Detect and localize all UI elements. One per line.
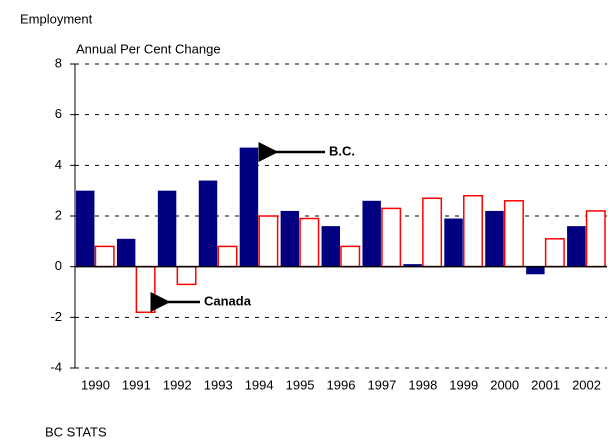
x-tick-label: 1992	[163, 377, 192, 392]
bar	[485, 210, 504, 267]
bar	[258, 215, 279, 268]
x-tick-label: 2000	[490, 377, 519, 392]
x-tick-label: 1996	[327, 377, 356, 392]
bar	[135, 265, 156, 314]
bar	[463, 194, 483, 268]
chart-title: Employment	[20, 11, 93, 26]
x-tick-label: 2002	[572, 377, 601, 392]
y-tick-label: 2	[55, 207, 62, 222]
bar	[94, 245, 115, 268]
y-tick-label: 6	[55, 106, 62, 121]
bar	[299, 217, 320, 268]
bar	[544, 238, 565, 268]
bar	[444, 218, 463, 267]
y-tick-label: -4	[50, 359, 62, 374]
x-tick-label: 1993	[204, 377, 233, 392]
bar	[76, 190, 95, 267]
bar	[362, 200, 381, 267]
bar	[526, 266, 545, 275]
source: BC STATS	[45, 424, 107, 439]
y-tick-label: -2	[50, 309, 62, 324]
x-tick-label: 1990	[81, 377, 110, 392]
bar	[567, 226, 586, 267]
y-tick-label: 4	[55, 157, 62, 172]
x-tick-label: 1994	[245, 377, 274, 392]
bar	[176, 265, 197, 286]
bar	[280, 210, 300, 267]
bar	[321, 226, 340, 267]
bar	[239, 147, 259, 267]
x-tick-label: 2001	[531, 377, 560, 392]
bar	[585, 210, 606, 268]
x-tick-label: 1997	[367, 377, 396, 392]
bar	[381, 207, 402, 268]
bar	[340, 245, 361, 268]
bar	[198, 180, 218, 267]
bar	[422, 197, 443, 268]
bar	[217, 245, 238, 268]
bar	[403, 264, 422, 267]
y-axis-label: Annual Per Cent Change	[76, 41, 221, 56]
annotation: Canada	[204, 293, 252, 308]
x-tick-label: 1995	[286, 377, 315, 392]
y-tick-label: 8	[55, 55, 62, 70]
y-tick-label: 0	[55, 258, 62, 273]
x-tick-label: 1999	[449, 377, 478, 392]
x-tick-label: 1998	[408, 377, 437, 392]
annotation: B.C.	[329, 143, 355, 158]
x-tick-label: 1991	[122, 377, 151, 392]
bar	[503, 200, 524, 268]
bar	[157, 190, 177, 267]
bar	[116, 238, 136, 267]
